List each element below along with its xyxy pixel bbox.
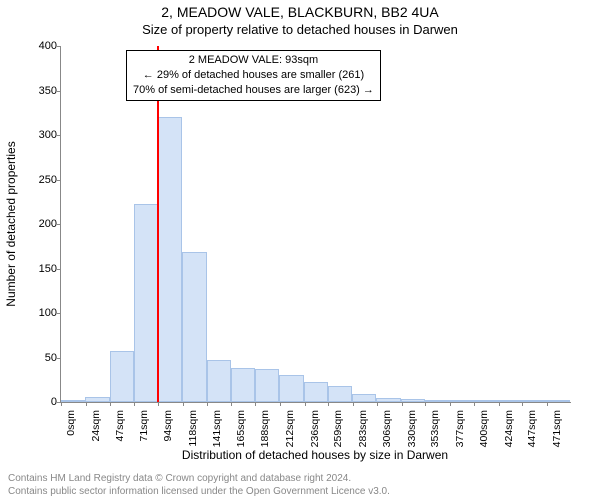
x-tick-mark: [522, 402, 523, 406]
histogram-bar: [207, 360, 231, 402]
histogram-bar: [61, 400, 85, 402]
x-tick-label: 212sqm: [284, 410, 296, 447]
histogram-bar: [425, 400, 449, 402]
x-tick-label: 400sqm: [478, 410, 490, 447]
x-tick-label: 71sqm: [138, 410, 150, 442]
histogram-bar: [110, 351, 134, 402]
x-tick-mark: [134, 402, 135, 406]
attribution-footer: Contains HM Land Registry data © Crown c…: [8, 473, 592, 498]
y-tick-mark: [57, 46, 61, 47]
x-axis-label: Distribution of detached houses by size …: [60, 448, 570, 462]
x-tick-label: 118sqm: [187, 410, 199, 447]
histogram-bar: [328, 386, 352, 402]
x-tick-mark: [305, 402, 306, 406]
x-tick-mark: [183, 402, 184, 406]
y-tick-label: 100: [21, 307, 61, 319]
y-tick-mark: [57, 358, 61, 359]
x-tick-label: 165sqm: [235, 410, 247, 447]
x-tick-label: 236sqm: [309, 410, 321, 447]
annotation-box: 2 MEADOW VALE: 93sqm← 29% of detached ho…: [126, 50, 381, 101]
x-tick-mark: [353, 402, 354, 406]
y-tick-label: 250: [21, 174, 61, 186]
x-tick-mark: [402, 402, 403, 406]
histogram-bar: [231, 368, 255, 402]
x-tick-label: 330sqm: [406, 410, 418, 447]
x-tick-mark: [425, 402, 426, 406]
y-tick-mark: [57, 91, 61, 92]
x-tick-mark: [499, 402, 500, 406]
histogram-bar: [449, 400, 473, 402]
x-tick-label: 188sqm: [259, 410, 271, 447]
annotation-line: 2 MEADOW VALE: 93sqm: [133, 53, 374, 68]
y-tick-label: 400: [21, 40, 61, 52]
x-tick-label: 47sqm: [114, 410, 126, 442]
y-tick-label: 300: [21, 129, 61, 141]
y-tick-label: 0: [21, 396, 61, 408]
x-tick-label: 377sqm: [454, 410, 466, 447]
chart-subtitle: Size of property relative to detached ho…: [0, 22, 600, 37]
x-tick-label: 259sqm: [332, 410, 344, 447]
x-tick-label: 424sqm: [503, 410, 515, 447]
histogram-bar: [182, 252, 206, 402]
histogram-bar: [498, 400, 522, 402]
y-tick-label: 150: [21, 263, 61, 275]
y-tick-mark: [57, 135, 61, 136]
histogram-bar: [352, 394, 376, 402]
histogram-bar: [85, 397, 109, 402]
footer-line-2: Contains public sector information licen…: [8, 486, 592, 499]
x-tick-mark: [328, 402, 329, 406]
y-tick-mark: [57, 224, 61, 225]
y-tick-mark: [57, 313, 61, 314]
x-tick-label: 306sqm: [381, 410, 393, 447]
histogram-bar: [473, 400, 497, 402]
x-tick-mark: [450, 402, 451, 406]
x-tick-label: 24sqm: [90, 410, 102, 442]
x-tick-label: 141sqm: [211, 410, 223, 447]
x-tick-label: 283sqm: [357, 410, 369, 447]
histogram-bar: [401, 399, 425, 402]
histogram-bar: [522, 400, 546, 402]
chart-container: 2, MEADOW VALE, BLACKBURN, BB2 4UA Size …: [0, 0, 600, 500]
y-axis-label: Number of detached properties: [4, 46, 22, 402]
y-tick-label: 350: [21, 85, 61, 97]
x-tick-mark: [158, 402, 159, 406]
x-tick-label: 0sqm: [65, 410, 77, 436]
histogram-bar: [279, 375, 303, 402]
x-tick-mark: [207, 402, 208, 406]
histogram-bar: [255, 369, 279, 402]
histogram-bar: [304, 382, 328, 402]
histogram-bar: [546, 400, 570, 402]
y-tick-label: 50: [21, 352, 61, 364]
x-tick-label: 94sqm: [162, 410, 174, 442]
footer-line-1: Contains HM Land Registry data © Crown c…: [8, 473, 592, 486]
page-title: 2, MEADOW VALE, BLACKBURN, BB2 4UA: [0, 4, 600, 20]
annotation-line: ← 29% of detached houses are smaller (26…: [133, 68, 374, 83]
x-tick-mark: [255, 402, 256, 406]
annotation-line: 70% of semi-detached houses are larger (…: [133, 83, 374, 98]
x-tick-mark: [377, 402, 378, 406]
x-tick-mark: [86, 402, 87, 406]
x-tick-label: 447sqm: [526, 410, 538, 447]
y-tick-mark: [57, 180, 61, 181]
x-tick-mark: [280, 402, 281, 406]
x-tick-mark: [474, 402, 475, 406]
histogram-bar: [134, 204, 158, 402]
x-tick-mark: [110, 402, 111, 406]
plot-area: 0501001502002503003504000sqm24sqm47sqm71…: [60, 46, 571, 403]
x-tick-label: 471sqm: [551, 410, 563, 447]
histogram-bar: [376, 398, 400, 402]
y-tick-label: 200: [21, 218, 61, 230]
x-tick-mark: [231, 402, 232, 406]
y-tick-mark: [57, 269, 61, 270]
x-tick-mark: [547, 402, 548, 406]
x-tick-mark: [61, 402, 62, 406]
histogram-bar: [158, 117, 182, 402]
x-tick-label: 353sqm: [429, 410, 441, 447]
